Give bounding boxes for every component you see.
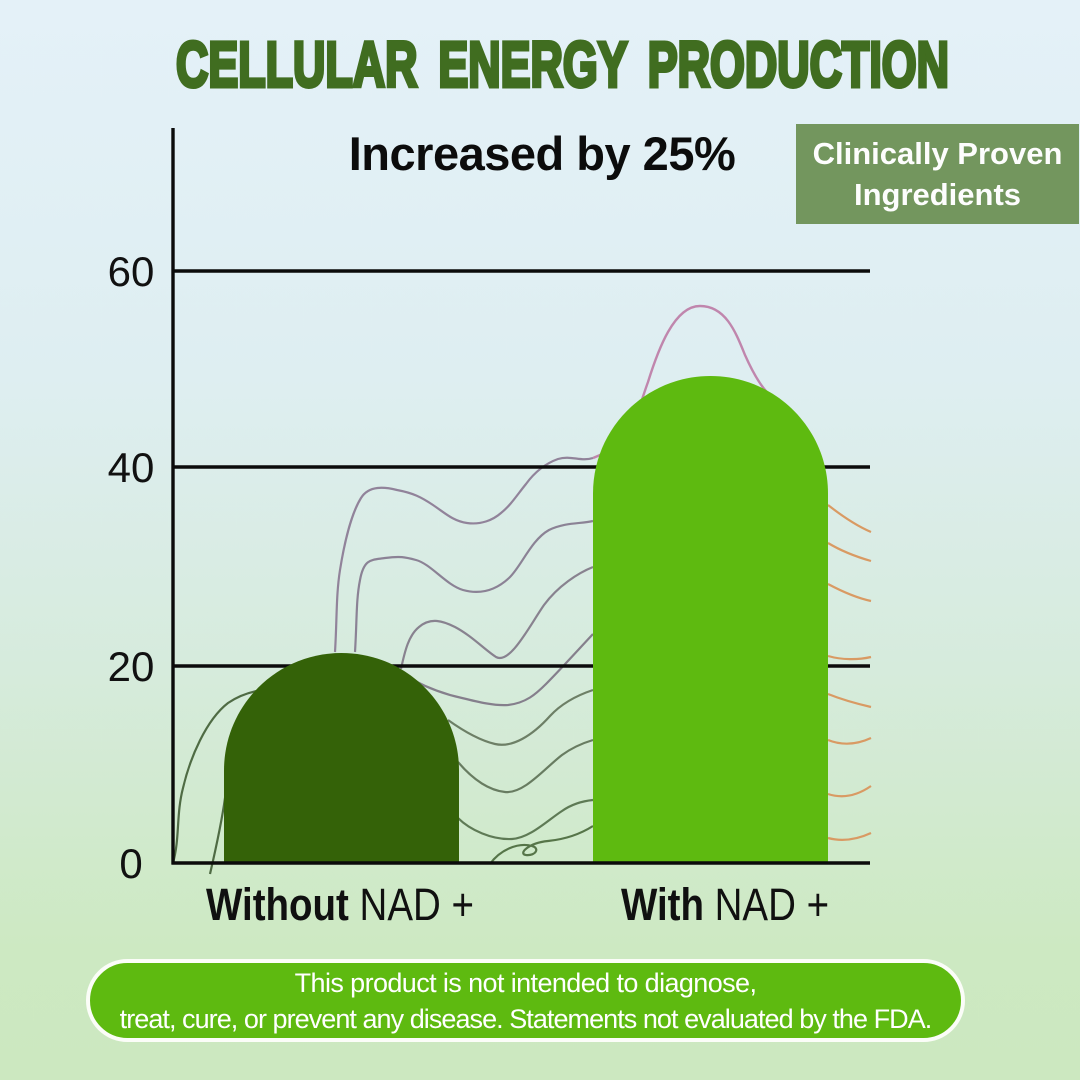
svg-text:CELLULAR ENERGY PRODUCTION: CELLULAR ENERGY PRODUCTION	[176, 29, 949, 101]
